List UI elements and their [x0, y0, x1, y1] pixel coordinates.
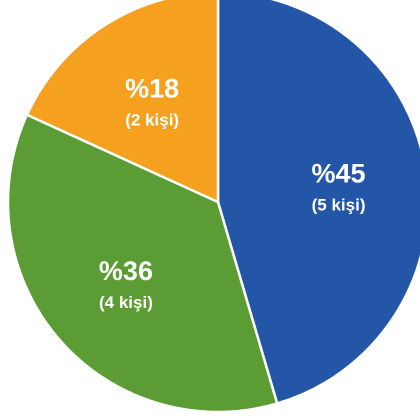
slice-count-label-2: (2 kişi) — [125, 111, 179, 130]
slice-count-label-1: (4 kişi) — [99, 293, 153, 312]
slice-count-label-0: (5 kişi) — [312, 196, 366, 215]
slice-percent-label-2: %18 — [125, 74, 179, 104]
pie-slice-2 — [25, 0, 220, 204]
pie-labels: %45 (5 kişi) %36 (4 kişi) %18 (2 kişi) — [99, 74, 366, 312]
pie-slices — [6, 0, 420, 414]
slice-percent-label-0: %45 — [312, 159, 366, 189]
slice-percent-label-1: %36 — [99, 256, 153, 286]
pie-slice-1 — [6, 113, 279, 414]
pie-slice-0 — [216, 0, 420, 405]
